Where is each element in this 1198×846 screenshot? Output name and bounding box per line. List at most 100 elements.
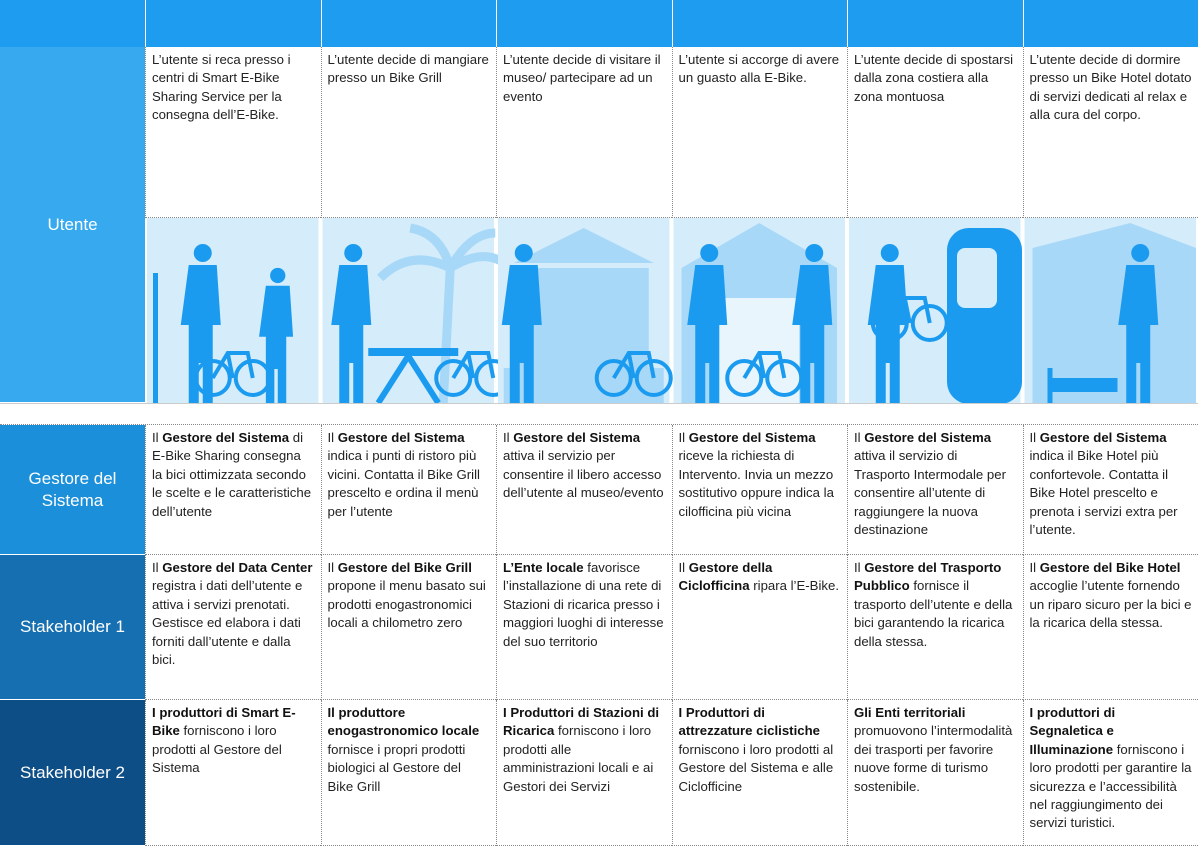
cell-text: promuovono l’intermodalità dei trasporti… [854, 723, 1013, 794]
cell-text: indica i punti di ristoro più vicini. Co… [327, 448, 480, 519]
cell-text: Il [152, 430, 163, 445]
person [805, 244, 824, 262]
bike [910, 304, 949, 342]
header-divider [847, 0, 848, 47]
cell-text: L’utente decide di dormire presso un Bik… [1029, 52, 1192, 123]
person [514, 244, 533, 262]
cell: Il Gestore del Trasporto Pubblico fornis… [847, 555, 1023, 700]
bike [634, 359, 673, 397]
bus-window [957, 248, 997, 308]
cell-text: Gestore del Sistema [864, 430, 992, 445]
cell: L’Ente locale favorisce l’installazione … [496, 555, 672, 700]
cell: Il Gestore del Sistema attiva il servizi… [496, 425, 672, 555]
bike [612, 351, 656, 380]
cell-text: forniscono i loro prodotti per garantire… [1029, 741, 1192, 831]
cell-text: propone il menu basato sui prodotti enog… [327, 578, 486, 631]
header-divider [145, 0, 146, 47]
person [259, 285, 294, 404]
cell-text: Il [678, 430, 689, 445]
cell-text: Gestore del Data Center [162, 560, 313, 575]
cell-text: I Produttori di Stazioni di Ricarica [503, 705, 660, 739]
bike [888, 296, 932, 325]
cell: L’utente si reca presso i centri di Smar… [145, 47, 321, 218]
cell-text: Il [503, 430, 514, 445]
cell-text: di E-Bike Sharing consegna la bici ottim… [152, 430, 312, 519]
cell-text: L’utente decide di spostarsi dalla zona … [854, 52, 1014, 104]
person [700, 244, 719, 262]
cell-text: Gestore del Sistema [162, 430, 290, 445]
cell-text: L’utente si reca presso i centri di Smar… [152, 52, 291, 123]
cell-text: fornisce il trasporto dell’utente e dell… [854, 578, 1013, 649]
person [270, 267, 286, 284]
cell: Il produttore enogastronomico locale for… [320, 700, 496, 846]
cell-text: indica il Bike Hotel più confortevole. C… [1029, 448, 1178, 538]
header-divider [320, 0, 322, 47]
cell-text: Il [1029, 430, 1040, 445]
bike [742, 351, 787, 380]
person [867, 265, 908, 404]
bike [870, 304, 909, 342]
bike [434, 359, 473, 397]
cell-text: Il [678, 560, 689, 575]
bed [1047, 368, 1053, 404]
cell-text: riceve la richiesta di Intervento. Invia… [678, 448, 834, 519]
person [331, 265, 372, 404]
illustrations [147, 218, 1196, 404]
cell-text: I produttori di Smart E-Bike [152, 705, 296, 739]
cell-text: Il [854, 430, 865, 445]
museum [513, 228, 654, 263]
table [375, 350, 441, 404]
cell: L’utente decide di spostarsi dalla zona … [847, 47, 1023, 218]
cell-text: Gestore del Bike Grill [337, 560, 472, 575]
cell: I produttori di Smart E-Bike forniscono … [145, 700, 321, 846]
bike [594, 359, 633, 397]
cell-text: Il [327, 430, 338, 445]
cell-text: forniscono i loro prodotti al Gestore de… [152, 723, 282, 776]
cell-text: forniscono i loro prodotti alle amminist… [503, 723, 654, 794]
person [501, 265, 542, 404]
person [344, 244, 363, 262]
hotel [1032, 223, 1196, 404]
cell-text: Gestore della Ciclofficina [678, 560, 773, 594]
header-band [0, 0, 1198, 47]
cell-text: registra i dati dell’utente e attiva i s… [152, 578, 303, 668]
cell-text: I Produttori di attrezzature ciclistiche [678, 705, 820, 739]
cell: Il Gestore del Sistema attiva il servizi… [847, 425, 1023, 555]
cell: Il Gestore del Sistema indica i punti di… [320, 425, 496, 555]
table [368, 348, 459, 356]
person [1131, 244, 1150, 262]
palm [377, 223, 519, 404]
person [880, 244, 899, 262]
cell-text: favorisce l’installazione di una rete di… [503, 560, 664, 649]
person [180, 265, 221, 404]
header-divider [671, 0, 673, 47]
person [193, 244, 212, 262]
cell-text: Il produttore enogastronomico locale [327, 705, 480, 739]
cell: L’utente decide di visitare il museo/ pa… [496, 47, 672, 218]
cell-text: Il [152, 560, 163, 575]
row-label: Stakeholder 1 [0, 555, 145, 700]
cell-text: Il [327, 560, 338, 575]
cell-text: L’utente decide di visitare il museo/ pa… [503, 52, 661, 104]
header-divider [1022, 0, 1024, 47]
header-divider [496, 0, 497, 47]
cell-text: forniscono i loro prodotti al Gestore de… [678, 741, 834, 794]
bike [725, 359, 764, 397]
bike [211, 351, 255, 380]
cell: Il Gestore del Sistema indica il Bike Ho… [1022, 425, 1198, 555]
cell-text: L’utente decide di mangiare presso un Bi… [327, 52, 489, 86]
cell-text: Gestore del Sistema [1039, 430, 1167, 445]
bed [1047, 378, 1118, 392]
cell-text: ripara l’E-Bike. [749, 578, 839, 594]
row-label: Gestore del Sistema [0, 425, 145, 555]
cell: I Produttori di Stazioni di Ricarica for… [496, 700, 672, 846]
row-label: Stakeholder 2 [0, 700, 145, 846]
cell: Il Gestore del Sistema riceve la richies… [671, 425, 847, 555]
cell-text: Il [854, 560, 865, 575]
cell-text: fornisce i propri prodotti biologici al … [327, 741, 466, 794]
cell: L’utente decide di dormire presso un Bik… [1022, 47, 1198, 218]
person [687, 265, 728, 404]
person [1118, 265, 1159, 404]
person [792, 265, 833, 404]
